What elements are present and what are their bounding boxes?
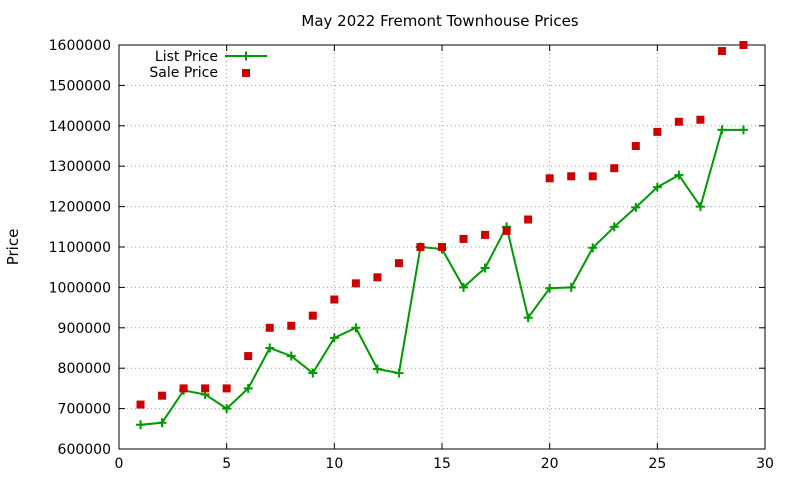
list-price-point [329, 333, 339, 343]
sale-price-point [373, 273, 382, 282]
legend-label-list-price: List Price [155, 49, 218, 65]
x-tick-label: 0 [115, 456, 124, 472]
sale-price-point [351, 279, 360, 288]
sale-price-point [588, 172, 597, 181]
list-price-point [588, 243, 598, 253]
list-price-point [308, 368, 318, 378]
sale-price-point [158, 391, 167, 400]
list-price-point [695, 202, 705, 212]
sale-price-point [545, 174, 554, 183]
y-tick-label: 600000 [58, 442, 111, 458]
y-tick-label: 700000 [58, 402, 111, 418]
sale-price-point [265, 323, 274, 332]
legend-label-sale-price: Sale Price [149, 65, 218, 81]
list-price-point [717, 125, 727, 135]
y-tick-label: 800000 [58, 361, 111, 377]
list-price-point [265, 343, 275, 353]
y-axis-label: Price [4, 229, 22, 266]
sale-price-point [717, 47, 726, 56]
list-price-point [674, 170, 684, 180]
list-price-point [243, 383, 253, 393]
sale-price-point [438, 243, 446, 251]
y-tick-label: 1500000 [49, 78, 111, 94]
list-price-point [157, 418, 167, 428]
legend-marker-list-price [241, 51, 251, 61]
sale-price-point [674, 117, 683, 126]
list-price-point [545, 283, 555, 293]
list-price-point [609, 222, 619, 232]
sale-price-point [481, 230, 490, 239]
sale-price-point [136, 400, 145, 409]
sale-price-point [459, 234, 468, 243]
list-price-point [286, 351, 296, 361]
x-tick-label: 20 [541, 456, 559, 472]
y-tick-label: 1100000 [49, 240, 111, 256]
grid [119, 45, 765, 449]
sale-price-point [287, 321, 296, 330]
x-tick-label: 25 [648, 456, 666, 472]
series [136, 41, 748, 430]
sale-price-point [696, 115, 705, 124]
sale-price-point [308, 311, 317, 320]
sale-price-point [524, 215, 533, 224]
legend-marker-sale-price [242, 69, 250, 77]
sale-price-point [610, 164, 619, 173]
sale-price-point [416, 243, 425, 251]
sale-price-point [653, 127, 662, 136]
list-price-point [480, 263, 490, 273]
sale-price-point [502, 226, 511, 235]
list-price-point [631, 202, 641, 212]
list-price-point [394, 368, 404, 378]
list-price-point [351, 323, 361, 333]
x-tick-label: 15 [433, 456, 451, 472]
sale-price-point [631, 142, 640, 150]
sale-price-point [739, 41, 748, 49]
y-tick-label: 1600000 [49, 38, 111, 54]
list-price-point [738, 125, 748, 135]
axes: 0 5 10 15 20 25 30 600000 700000 800000 900000 1000… [49, 38, 774, 472]
list-price-point [372, 364, 382, 374]
chart-title: May 2022 Fremont Townhouse Prices [301, 12, 578, 30]
x-tick-label: 10 [325, 456, 343, 472]
list-price-point [523, 313, 533, 323]
list-price-point [136, 420, 146, 430]
list-price-point [222, 404, 232, 414]
sale-price-point [244, 352, 253, 361]
x-tick-label: 30 [756, 456, 774, 472]
sale-price-point [201, 384, 210, 393]
y-tick-label: 900000 [58, 321, 111, 337]
x-tick-label: 5 [222, 456, 231, 472]
list-price-point [652, 182, 662, 192]
sale-price-point [330, 295, 339, 304]
sale-price-point [567, 172, 576, 181]
list-price-point [459, 282, 469, 292]
y-tick-label: 1000000 [49, 280, 111, 296]
y-tick-label: 1300000 [49, 159, 111, 175]
y-tick-label: 1400000 [49, 119, 111, 135]
list-price-point [566, 282, 576, 292]
sale-price-point [394, 259, 403, 268]
sale-price-point [179, 384, 188, 393]
y-tick-label: 1200000 [49, 200, 111, 216]
sale-price-point [222, 384, 231, 393]
